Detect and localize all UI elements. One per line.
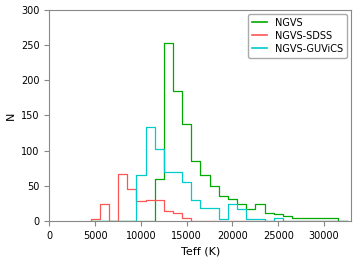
NGVS [152, 220, 157, 223]
NGVS-SDSS [336, 220, 340, 223]
NGVS-GUViCS [262, 220, 267, 223]
Line: NGVS: NGVS [91, 43, 347, 221]
NGVS-SDSS [345, 220, 349, 223]
X-axis label: Teff (K): Teff (K) [181, 247, 220, 256]
NGVS-SDSS [152, 198, 157, 201]
NGVS [162, 41, 166, 44]
NGVS-SDSS [152, 198, 157, 201]
NGVS-SDSS [262, 220, 267, 223]
NGVS [144, 220, 148, 223]
Legend: NGVS, NGVS-SDSS, NGVS-GUViCS: NGVS, NGVS-SDSS, NGVS-GUViCS [248, 14, 347, 58]
NGVS-GUViCS [281, 220, 285, 223]
Line: NGVS-GUViCS: NGVS-GUViCS [91, 127, 347, 221]
NGVS-GUViCS [308, 220, 312, 223]
NGVS [89, 220, 93, 223]
Line: NGVS-SDSS: NGVS-SDSS [91, 174, 347, 221]
NGVS [262, 211, 267, 214]
NGVS [345, 220, 349, 223]
Y-axis label: N: N [6, 111, 16, 119]
NGVS-SDSS [308, 220, 312, 223]
NGVS-GUViCS [89, 220, 93, 223]
NGVS [336, 220, 340, 223]
NGVS-GUViCS [144, 126, 148, 129]
NGVS-SDSS [116, 172, 120, 176]
NGVS-GUViCS [336, 220, 340, 223]
NGVS-GUViCS [345, 220, 349, 223]
NGVS [308, 217, 312, 220]
NGVS-GUViCS [152, 148, 157, 151]
NGVS-GUViCS [152, 126, 157, 129]
NGVS [281, 215, 285, 218]
NGVS-SDSS [89, 220, 93, 223]
NGVS-SDSS [281, 220, 285, 223]
